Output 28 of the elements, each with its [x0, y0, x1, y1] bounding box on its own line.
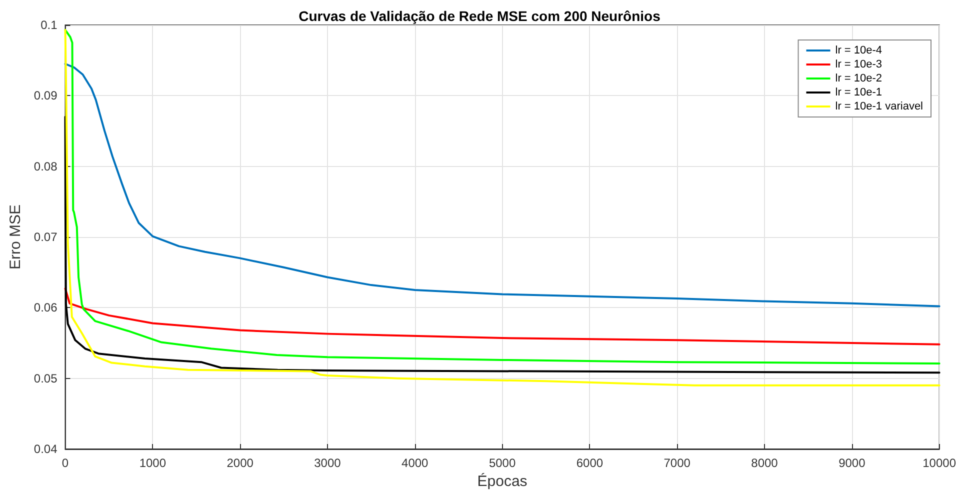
line-series: [64, 116, 940, 374]
y-tick-label: 0.1: [40, 18, 58, 32]
x-tick-label: 3000: [314, 456, 342, 470]
x-tick-label: 4000: [402, 456, 429, 470]
y-tick-label: 0.06: [34, 300, 58, 315]
x-tick-label: 6000: [576, 456, 604, 470]
x-axis-title: Épocas: [477, 472, 528, 490]
y-tick-label: 0.05: [34, 371, 58, 386]
x-tick-label: 1000: [139, 456, 166, 470]
chart-title: Curvas de Validação de Rede MSE com 200 Neurônios: [298, 8, 661, 24]
y-tick-label: 0.07: [34, 230, 58, 244]
x-tick-label: 5000: [488, 456, 516, 470]
x-tick-label: 2000: [226, 456, 254, 470]
x-tick-label: 0: [62, 456, 69, 470]
y-tick-label: 0.04: [34, 442, 58, 456]
legend-label: lr = 10e-1 variavel: [835, 100, 924, 112]
legend-label: lr = 10e-1: [835, 86, 882, 98]
legend-label: lr = 10e-3: [835, 58, 882, 70]
y-axis-title: Erro MSE: [7, 204, 24, 270]
line-series: [64, 288, 940, 346]
x-tick-label: 10000: [922, 456, 956, 470]
legend-label: lr = 10e-4: [835, 44, 882, 56]
x-tick-label: 7000: [664, 456, 691, 470]
y-tick-label: 0.08: [34, 159, 58, 174]
x-tick-label: 8000: [751, 456, 778, 470]
x-tick-label: 9000: [838, 456, 866, 470]
legend-label: lr = 10e-2: [835, 72, 882, 84]
y-tick-label: 0.09: [34, 88, 58, 103]
